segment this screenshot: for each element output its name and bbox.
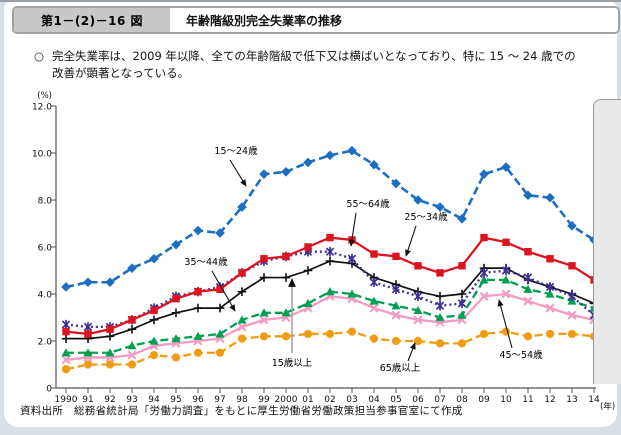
x-tick-label: 92 — [104, 395, 115, 405]
x-tick-label: 14 — [588, 395, 600, 405]
x-tick-label: 12 — [544, 395, 555, 405]
x-tick-label: 96 — [192, 395, 204, 405]
y-tick-label: 8.0 — [38, 197, 53, 207]
series-label: 35～44歳 — [184, 256, 228, 268]
x-tick-label: 08 — [456, 395, 468, 405]
series-label: 55～64歳 — [346, 198, 390, 210]
series-label: 45～54歳 — [499, 349, 543, 361]
x-tick-label: 01 — [302, 395, 313, 405]
page-top-edge — [0, 0, 621, 2]
y-tick-label: 2.0 — [38, 338, 53, 348]
source-note: 資料出所 総務省統計局「労働力調査」をもとに厚生労働省労働政策担当参事官室にて作… — [20, 405, 463, 417]
summary-text: 完全失業率は、2009 年以降、全ての年齢階級で低下又は横ばいとなっており、特に… — [52, 49, 576, 81]
x-tick-label: 06 — [412, 395, 424, 405]
axes: 0 2.0 4.0 6.0 8.0 10.0 12.0 (%) 1990 91 92 93 94 95 96… — [32, 91, 615, 412]
x-tick-label: 99 — [258, 395, 270, 405]
x-tick-label: 03 — [346, 395, 357, 405]
series-label: 15歳以上 — [272, 357, 313, 369]
x-tick-label: 97 — [214, 395, 225, 405]
series-label: 65歳以上 — [380, 362, 421, 374]
summary-paragraph: ○ 完全失業率は、2009 年以降、全ての年齢階級で低下又は横ばいとなっており、… — [34, 48, 600, 83]
unemployment-rate-line-chart: 0 2.0 4.0 6.0 8.0 10.0 12.0 (%) 1990 91 92 93 94 95 96… — [32, 91, 615, 412]
chart-panel: 0 2.0 4.0 6.0 8.0 10.0 12.0 (%) 1990 91 92 93 94 95 96… — [12, 90, 621, 420]
y-tick-label: 0 — [46, 385, 52, 395]
x-tick-label: 10 — [500, 395, 512, 405]
x-axis-unit: (年) — [600, 401, 615, 412]
figure-number-label: 第1－(2)－16 図 — [40, 13, 144, 28]
x-tick-label: 93 — [126, 395, 137, 405]
x-tick-label: 02 — [324, 395, 335, 405]
right-gutter-strip — [593, 99, 621, 384]
y-axis-unit: (%) — [37, 91, 52, 101]
series-line — [65, 149, 595, 289]
x-tick-label: 2000 — [275, 395, 298, 405]
y-tick-label: 12.0 — [32, 103, 52, 113]
x-tick-label: 09 — [478, 395, 490, 405]
x-tick-label: 04 — [368, 395, 380, 405]
series-65歳以上 — [61, 327, 599, 374]
y-tick-label: 4.0 — [38, 291, 53, 301]
y-tick-label: 10.0 — [32, 150, 52, 160]
x-tick-label: 94 — [148, 395, 160, 405]
figure-header: 第1－(2)－16 図 年齢階級別完全失業率の推移 — [12, 6, 620, 34]
figure-number-badge: 第1－(2)－16 図 — [14, 8, 170, 32]
series-annotations: 15～24歳 55～64歳 25～34歳 35～44歳 15歳以上 65歳以上 45～54歳 — [184, 145, 543, 374]
x-tick-label: 98 — [236, 395, 248, 405]
x-tick-label: 91 — [82, 395, 93, 405]
x-tick-label: 05 — [390, 395, 401, 405]
x-tick-label: 13 — [566, 395, 577, 405]
x-tick-label: 1990 — [55, 395, 78, 405]
figure-title: 年齢階級別完全失業率の推移 — [186, 13, 343, 28]
series-label: 25～34歳 — [404, 211, 448, 223]
y-tick-label: 6.0 — [38, 244, 53, 254]
bullet-marker: ○ — [34, 49, 45, 63]
series-35～44歳 — [61, 275, 599, 357]
content-card: 第1－(2)－16 図 年齢階級別完全失業率の推移 ○ 完全失業率は、2009 … — [4, 2, 620, 427]
x-tick-label: 95 — [170, 395, 181, 405]
x-tick-label: 11 — [522, 395, 533, 405]
series-label: 15～24歳 — [214, 145, 258, 157]
series-15～24歳 — [61, 145, 599, 292]
x-tick-label: 07 — [434, 395, 445, 405]
